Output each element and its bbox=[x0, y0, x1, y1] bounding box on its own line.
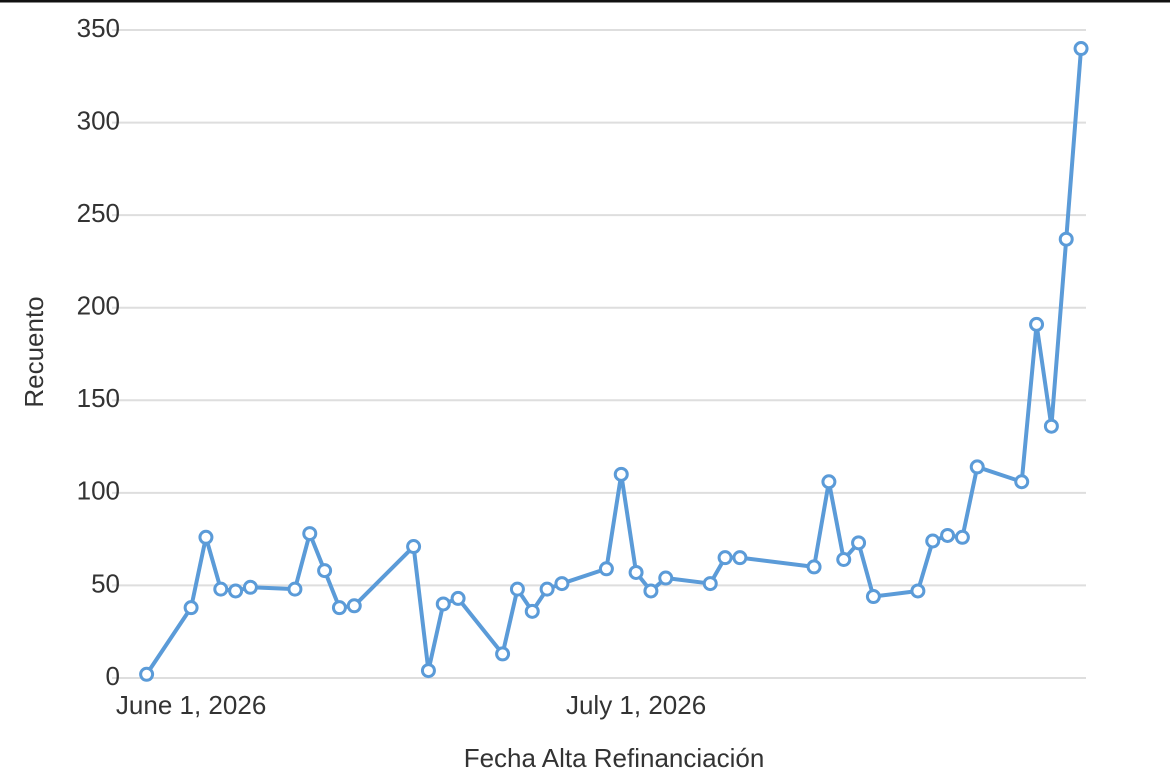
data-point bbox=[910, 583, 926, 599]
y-axis-title: Recuento bbox=[19, 296, 49, 407]
data-point bbox=[821, 474, 837, 490]
data-point bbox=[495, 646, 511, 662]
data-point bbox=[450, 590, 466, 606]
data-point bbox=[287, 581, 303, 597]
x-axis-title: Fecha Alta Refinanciación bbox=[464, 743, 765, 773]
data-point bbox=[1073, 41, 1089, 57]
series-line bbox=[144, 48, 1084, 676]
data-point bbox=[613, 466, 629, 482]
data-point bbox=[509, 581, 525, 597]
x-tick-label: June 1, 2026 bbox=[116, 690, 266, 720]
data-point bbox=[317, 563, 333, 579]
y-tick-label: 0 bbox=[106, 661, 120, 691]
data-point bbox=[732, 550, 748, 566]
data-point bbox=[969, 459, 985, 475]
data-point bbox=[598, 561, 614, 577]
data-point bbox=[554, 576, 570, 592]
y-tick-label: 200 bbox=[77, 291, 120, 321]
data-point bbox=[242, 579, 258, 595]
data-point bbox=[1029, 316, 1045, 332]
data-point bbox=[1058, 231, 1074, 247]
data-point bbox=[228, 583, 244, 599]
data-point bbox=[1043, 418, 1059, 434]
data-point bbox=[420, 663, 436, 679]
data-point bbox=[198, 529, 214, 545]
data-point bbox=[643, 583, 659, 599]
data-point bbox=[954, 529, 970, 545]
data-point bbox=[717, 550, 733, 566]
y-tick-label: 250 bbox=[77, 198, 120, 228]
data-point bbox=[851, 535, 867, 551]
x-tick-label: July 1, 2026 bbox=[566, 690, 706, 720]
y-tick-label: 50 bbox=[91, 568, 120, 598]
data-point bbox=[331, 600, 347, 616]
data-point bbox=[658, 570, 674, 586]
y-tick-label: 100 bbox=[77, 476, 120, 506]
data-point bbox=[435, 596, 451, 612]
data-point bbox=[806, 559, 822, 575]
data-point bbox=[406, 539, 422, 555]
data-point bbox=[183, 600, 199, 616]
y-tick-label: 350 bbox=[77, 13, 120, 43]
data-point bbox=[213, 581, 229, 597]
data-point bbox=[539, 581, 555, 597]
data-point bbox=[1014, 474, 1030, 490]
data-point bbox=[836, 552, 852, 568]
y-tick-label: 300 bbox=[77, 105, 120, 135]
data-point bbox=[524, 603, 540, 619]
data-point bbox=[302, 526, 318, 542]
y-tick-label: 150 bbox=[77, 383, 120, 413]
data-point bbox=[940, 527, 956, 543]
data-point bbox=[865, 589, 881, 605]
data-point bbox=[702, 576, 718, 592]
data-point bbox=[925, 533, 941, 549]
data-point bbox=[346, 598, 362, 614]
data-point bbox=[628, 564, 644, 580]
data-point bbox=[139, 666, 155, 682]
